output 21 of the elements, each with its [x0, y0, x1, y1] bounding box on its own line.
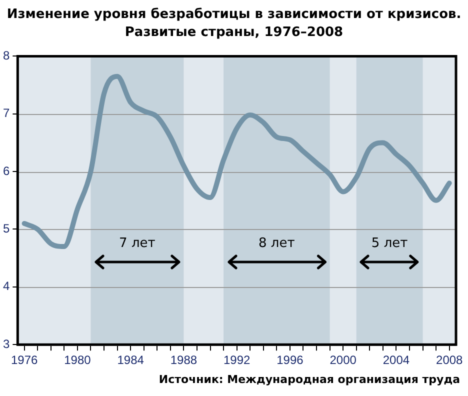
x-tick-label: 2008 [436, 353, 464, 368]
chart-title: Изменение уровня безработицы в зависимости от кризисов. [6, 6, 462, 24]
y-tick-label: 8 [2, 48, 10, 63]
x-tick-label: 1996 [276, 353, 304, 368]
band-label: 5 лет [370, 236, 409, 252]
x-tick-label: 1984 [117, 353, 144, 368]
x-tick-label: 1988 [170, 353, 198, 368]
x-tick-label: 1980 [64, 353, 92, 368]
x-tick-label: 1992 [223, 353, 251, 368]
y-tick-label: 3 [2, 336, 10, 351]
y-tick-label: 4 [2, 279, 10, 294]
y-tick-label: 7 [2, 106, 10, 120]
band-label: 7 лет [118, 236, 156, 252]
x-tick-label: 2000 [330, 353, 357, 368]
text: Источник: Международная организация труда [158, 373, 461, 386]
x-tick-label: 2004 [382, 353, 410, 368]
y-tick-label: 5 [2, 222, 10, 236]
x-tick-label: 1976 [10, 353, 38, 368]
band-label: 8 лет [258, 236, 296, 252]
chart-subtitle: Развитые страны, 1976–2008 [124, 24, 344, 42]
y-tick-label: 6 [2, 164, 10, 178]
